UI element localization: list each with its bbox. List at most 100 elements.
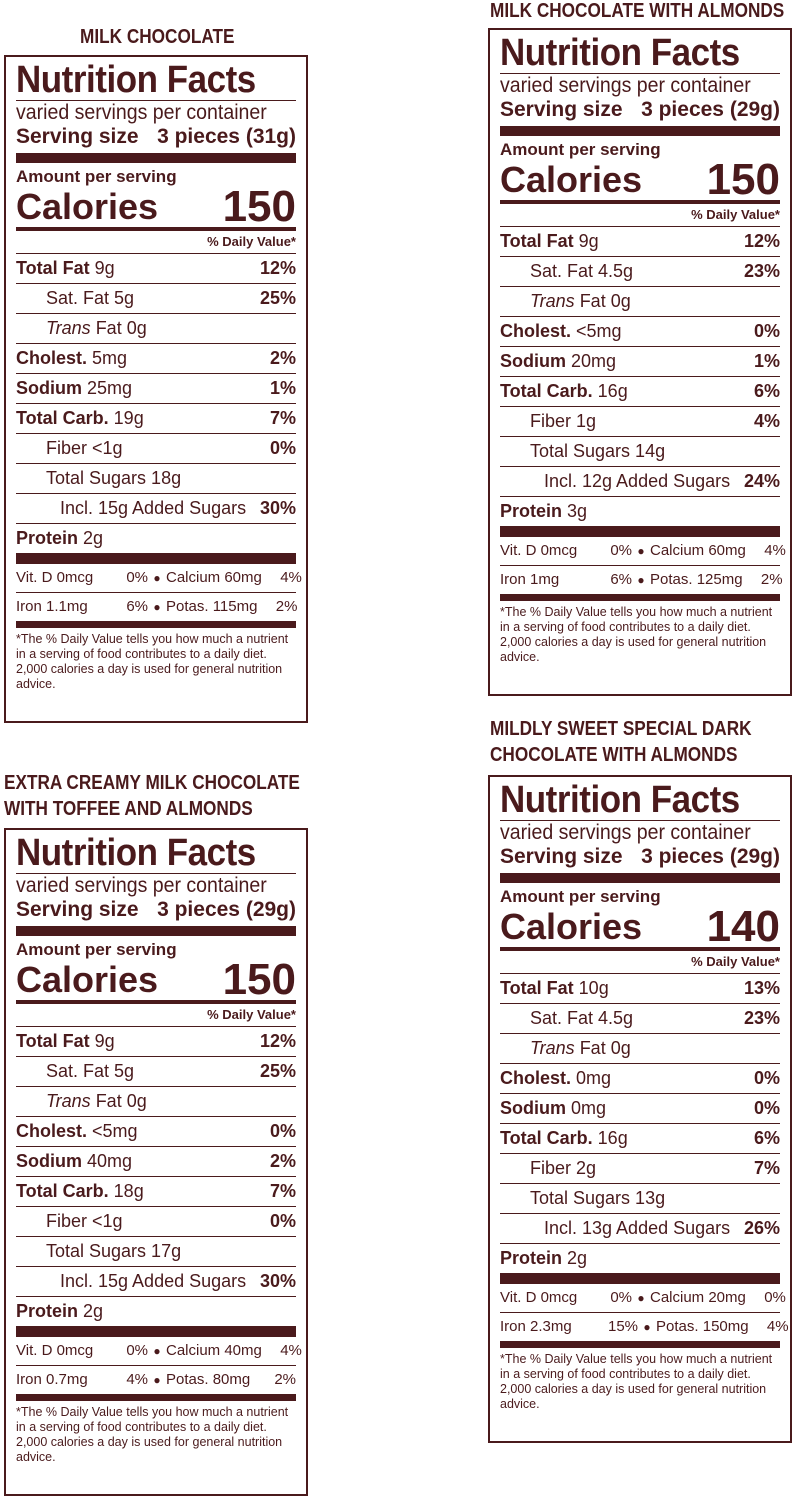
nutrient-row: Total Sugars 14g — [500, 437, 780, 467]
bullet-icon: ● — [153, 1344, 161, 1358]
product-title-line: MILDLY SWEET SPECIAL DARK — [490, 718, 752, 740]
servings-per-container: varied servings per container — [16, 101, 267, 124]
nutrient-amount: 18g — [108, 1181, 144, 1201]
nutrient-name: Sodium 0mg — [500, 1094, 606, 1123]
nutrient-row: Protein 2g — [16, 524, 296, 554]
amount-per-serving: Amount per serving — [16, 940, 177, 959]
calories-label: Calories — [16, 959, 159, 1000]
nutrient-label-italic: Trans — [530, 291, 575, 311]
vitamin-name: Iron 1mg — [500, 571, 560, 588]
daily-value-footnote: *The % Daily Value tells you how much a … — [500, 605, 773, 664]
serving-size-row: Serving size 3 pieces (31g) — [16, 125, 296, 149]
nutrient-row: Total Sugars 13g — [500, 1184, 780, 1214]
nutrient-name: Total Fat 9g — [16, 1027, 115, 1056]
mineral-name: Potas. 80mg — [166, 1371, 251, 1388]
nutrient-amount: <5mg — [571, 321, 622, 341]
nutrient-amount: 2g — [78, 528, 104, 548]
mineral-name: Calcium 60mg — [166, 569, 262, 586]
nutrient-daily-value: 0% — [269, 1121, 296, 1141]
nutrient-amount: Sat. Fat 5g — [46, 1061, 135, 1081]
nutrient-name: Trans Fat 0g — [500, 287, 631, 316]
nutrient-amount: Incl. 15g Added Sugars — [60, 498, 247, 518]
vitamin-name: Vit. D 0mcg — [16, 1342, 94, 1359]
divider — [500, 820, 780, 821]
nutrient-label: Total Carb. — [16, 1181, 109, 1201]
nutrient-label: Sodium — [500, 1098, 566, 1118]
nutrient-label: Total Fat — [16, 258, 90, 278]
nutrient-row: Trans Fat 0g — [16, 1087, 296, 1117]
nutrient-row: Incl. 15g Added Sugars 30% — [16, 494, 296, 524]
serving-size-value: 3 pieces (29g) — [641, 845, 780, 868]
calories-label: Calories — [16, 186, 159, 227]
nutrient-name: Total Sugars 13g — [500, 1184, 665, 1213]
nutrient-amount: Fat 0g — [90, 318, 147, 338]
vitamin-row: Vit. D 0mcg 0% ● Calcium 60mg 4% — [16, 564, 302, 593]
serving-size-label: Serving size — [16, 898, 139, 921]
nutrition-facts-box: Nutrition Facts varied servings per conta… — [4, 828, 308, 1496]
calories-row: Calories 150 — [500, 158, 780, 202]
nutrient-name: Total Sugars 18g — [16, 464, 181, 493]
nutrient-amount: Fat 0g — [90, 1091, 147, 1111]
mineral-name: Calcium 20mg — [650, 1289, 746, 1306]
nutrient-amount: Total Sugars 17g — [46, 1241, 182, 1261]
nutrient-name: Incl. 13g Added Sugars — [500, 1214, 730, 1243]
servings-per-container: varied servings per container — [500, 74, 751, 97]
nutrient-row: Sodium 20mg 1% — [500, 347, 780, 377]
nutrient-daily-value: 0% — [269, 438, 296, 458]
nutrient-name: Trans Fat 0g — [16, 1087, 147, 1116]
vitamin-name: Vit. D 0mcg — [16, 569, 94, 586]
vitamin-divider — [500, 1274, 780, 1284]
vitamin-row: Iron 2.3mg 15% ● Potas. 150mg 4% — [500, 1313, 789, 1342]
mineral-daily-value: 4% — [764, 542, 786, 559]
nutrient-label: Sodium — [16, 1151, 82, 1171]
nutrient-daily-value: 0% — [753, 1098, 780, 1118]
nutrient-daily-value: 1% — [269, 378, 296, 398]
nutrient-name: Total Sugars 17g — [16, 1237, 181, 1266]
nutrient-name: Sat. Fat 4.5g — [500, 257, 633, 286]
calories-label: Calories — [500, 906, 643, 947]
mineral-daily-value: 2% — [275, 598, 298, 615]
nutrient-label: Cholest. — [16, 1121, 88, 1141]
nutrient-daily-value: 25% — [259, 288, 296, 308]
product-title-line: MILK CHOCOLATE WITH ALMONDS — [490, 0, 785, 22]
daily-value-footnote: *The % Daily Value tells you how much a … — [500, 1352, 773, 1411]
nutrient-row: Total Fat 9g 12% — [16, 254, 296, 284]
daily-value-footnote: *The % Daily Value tells you how much a … — [16, 1405, 289, 1464]
nutrient-amount: 2g — [562, 1248, 588, 1268]
nutrient-name: Sat. Fat 4.5g — [500, 1004, 633, 1033]
nutrient-daily-value: 30% — [259, 1271, 296, 1291]
mineral-name: Potas. 125mg — [650, 571, 743, 588]
medium-divider — [16, 1000, 296, 1004]
nutrient-daily-value: 4% — [753, 411, 780, 431]
nutrient-amount: 19g — [108, 408, 144, 428]
nutrient-daily-value: 0% — [269, 1211, 296, 1231]
nutrient-label: Total Carb. — [500, 1128, 593, 1148]
nutrient-name: Sodium 20mg — [500, 347, 616, 376]
nutrient-name: Incl. 12g Added Sugars — [500, 467, 730, 496]
nutrient-name: Incl. 15g Added Sugars — [16, 494, 246, 523]
bullet-icon: ● — [153, 1373, 161, 1387]
serving-size-value: 3 pieces (31g) — [157, 125, 296, 148]
nutrient-name: Total Fat 9g — [500, 227, 599, 256]
amount-per-serving: Amount per serving — [500, 887, 661, 906]
nutrient-name: Fiber <1g — [16, 434, 123, 463]
serving-size-value: 3 pieces (29g) — [157, 898, 296, 921]
vitamin-daily-value: 6% — [610, 571, 632, 588]
mineral-name: Potas. 115mg — [166, 598, 258, 615]
nutrient-amount: 16g — [592, 381, 628, 401]
footnote-divider — [16, 1395, 296, 1401]
nutrient-row: Cholest. <5mg 0% — [500, 317, 780, 347]
vitamin-row: Iron 1.1mg 6% ● Potas. 115mg 2% — [16, 593, 298, 622]
nutrient-daily-value: 24% — [743, 471, 780, 491]
nutrient-label: Cholest. — [16, 348, 88, 368]
nutrient-name: Protein 2g — [500, 1244, 587, 1273]
nutrient-row: Sodium 25mg 1% — [16, 374, 296, 404]
bullet-icon: ● — [637, 1291, 645, 1305]
nutrient-amount: 0mg — [571, 1068, 612, 1088]
nutrient-name: Fiber 2g — [500, 1154, 596, 1183]
nutrient-amount: 5mg — [87, 348, 128, 368]
nutrient-label: Cholest. — [500, 1068, 572, 1088]
label-panel-extra-creamy-toffee-almonds: EXTRA CREAMY MILK CHOCOLATE WITH TOFFEE … — [4, 770, 308, 1498]
mineral-daily-value: 2% — [760, 571, 783, 588]
nutrition-facts-box: Nutrition Facts varied servings per conta… — [4, 55, 308, 723]
